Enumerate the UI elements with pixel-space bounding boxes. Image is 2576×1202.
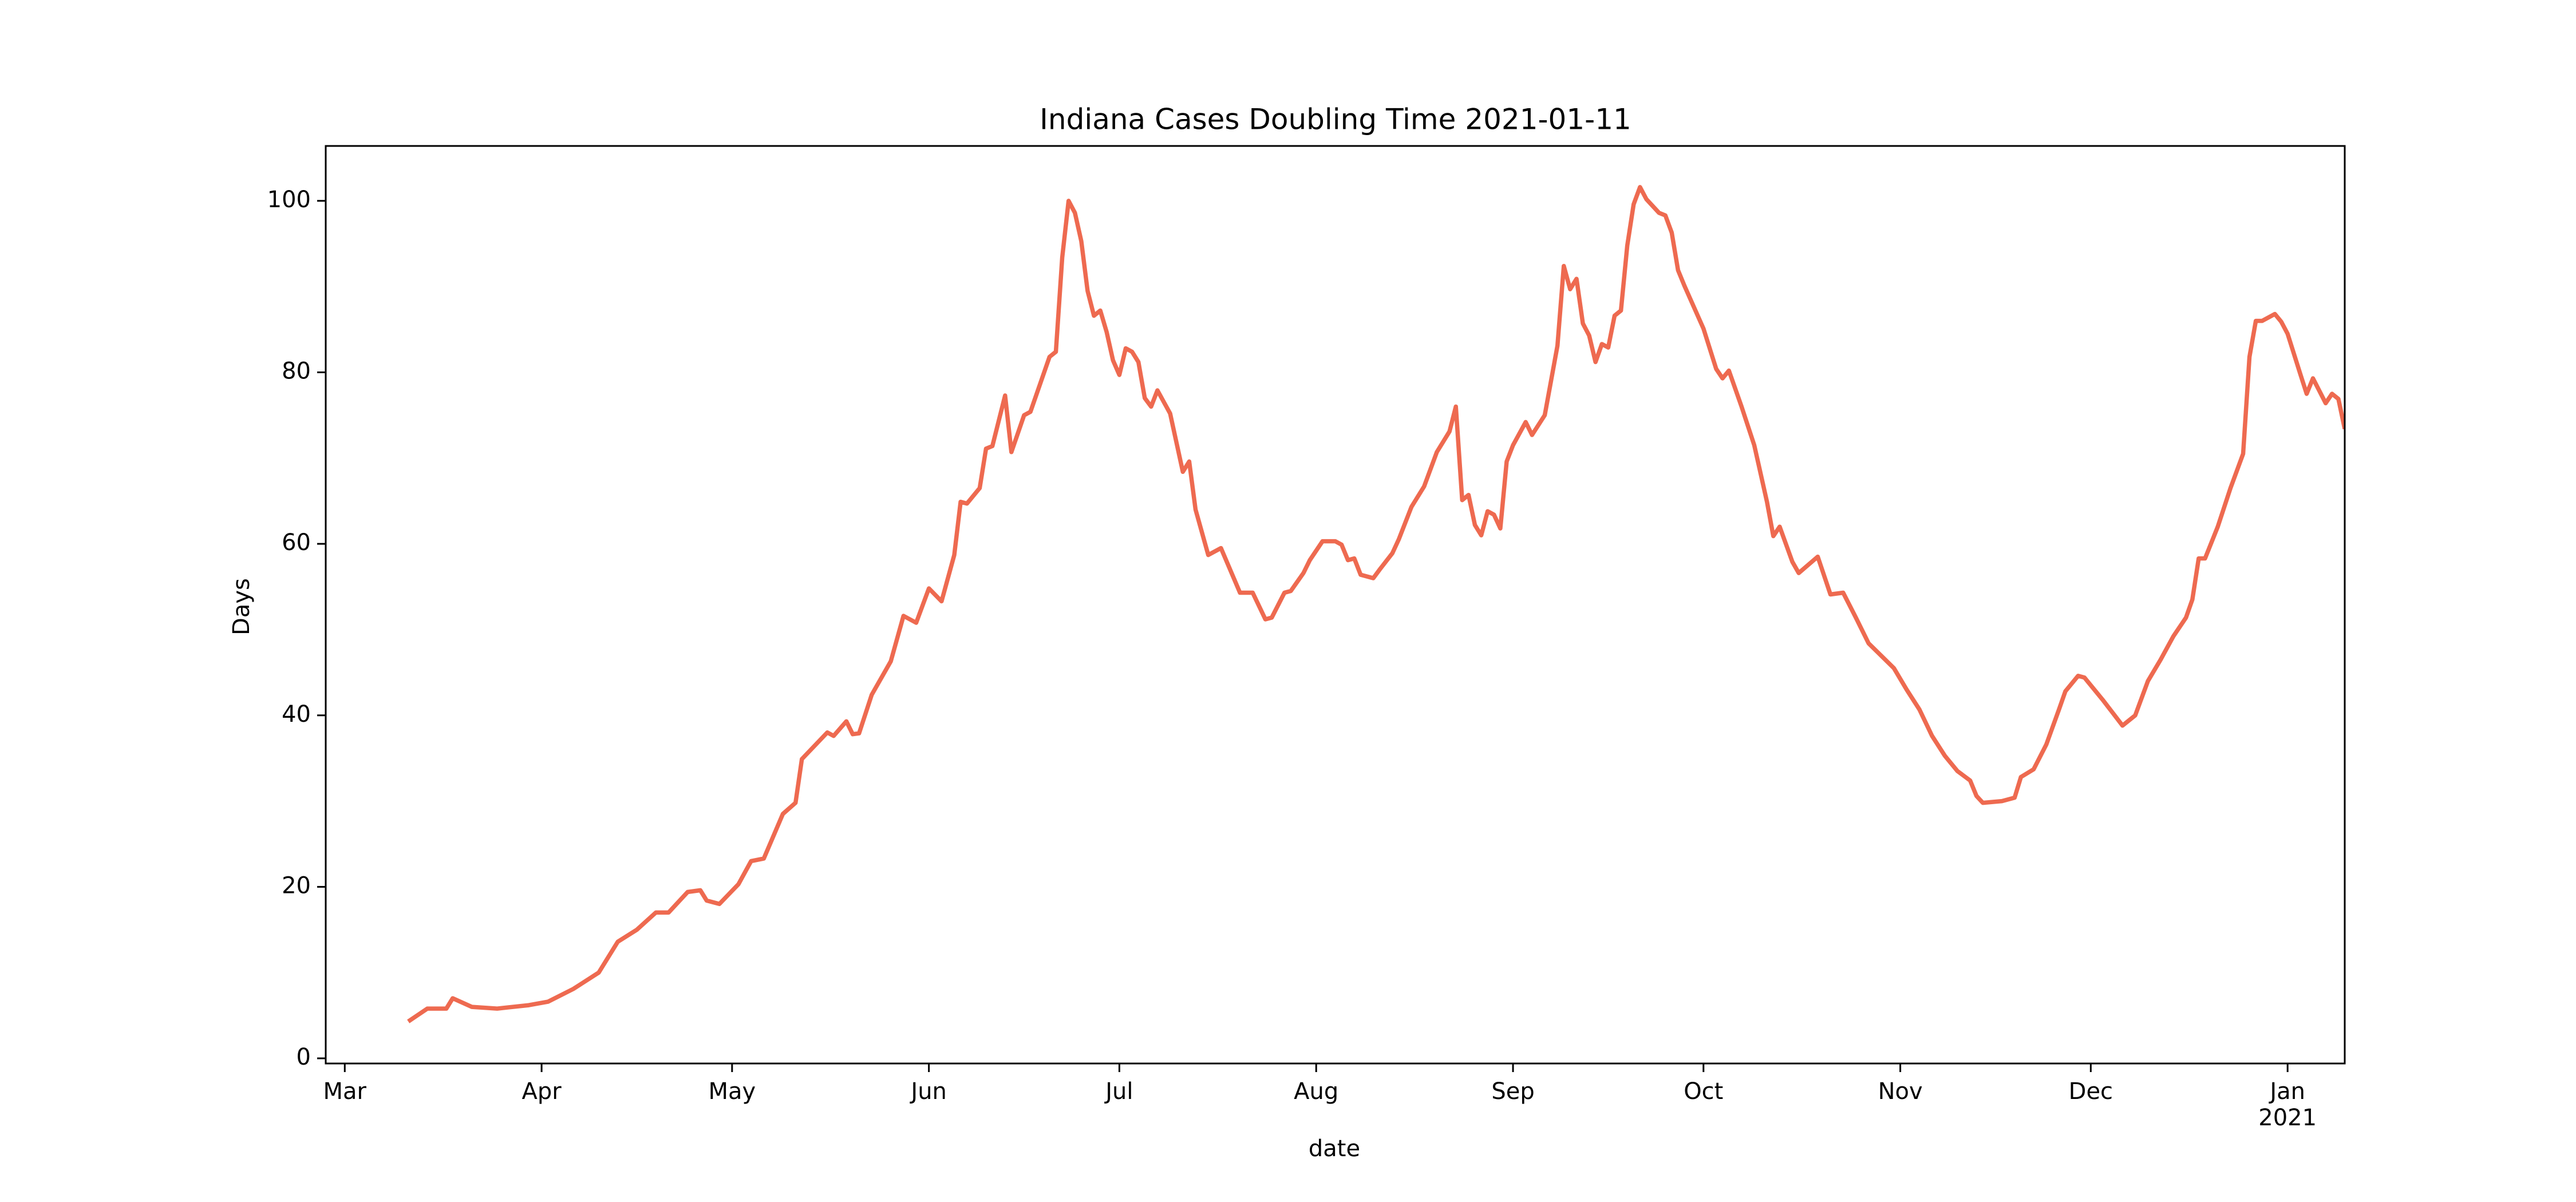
x-tick-label: Dec (2068, 1078, 2113, 1105)
y-tick-label: 40 (282, 701, 311, 727)
x-tick-label: May (708, 1078, 756, 1105)
x-tick-label: Jan 2021 (2258, 1078, 2317, 1131)
x-tick-label: Jun (911, 1078, 947, 1105)
plot-frame (325, 145, 2346, 1065)
y-tick-label: 60 (282, 529, 311, 556)
y-tick-label: 100 (267, 187, 311, 213)
y-tick-label: 20 (282, 872, 311, 899)
x-tick-label: Jul (1105, 1078, 1133, 1105)
x-axis-label: date (1309, 1136, 1360, 1162)
x-tick-label: Apr (521, 1078, 562, 1105)
x-tick-label: Aug (1294, 1078, 1339, 1105)
y-axis-label: Days (228, 578, 255, 635)
x-tick-label: Oct (1684, 1078, 1724, 1105)
data-line (407, 185, 2345, 1023)
x-tick-label: Sep (1491, 1078, 1535, 1105)
y-tick-label: 80 (282, 358, 311, 385)
x-tick-label: Nov (1878, 1078, 1923, 1105)
chart-title: Indiana Cases Doubling Time 2021-01-11 (1040, 103, 1631, 136)
x-tick-label: Mar (323, 1078, 366, 1105)
y-tick-label: 0 (297, 1044, 311, 1070)
